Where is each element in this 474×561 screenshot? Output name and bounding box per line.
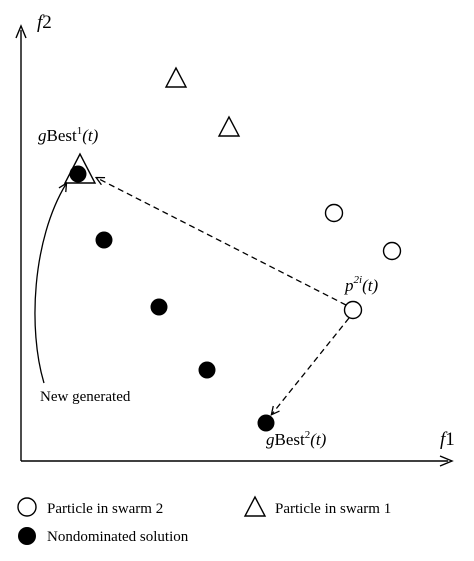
y-axis-arrowhead <box>15 24 27 39</box>
p2i-label: p2i(t) <box>344 274 378 295</box>
nondominated-solution <box>150 298 168 316</box>
x-axis-arrowhead <box>439 455 454 467</box>
nondominated-solution <box>95 231 113 249</box>
new-generated-label: New generated <box>40 389 131 405</box>
new-generated-arrow <box>34 184 66 384</box>
dashed-arrow-to-gbest2 <box>272 317 350 414</box>
legend-swarm1-marker <box>243 495 267 517</box>
y-axis-label: f2 <box>37 12 52 33</box>
legend-swarm1-label: Particle in swarm 1 <box>275 501 391 517</box>
swarm2-particle <box>382 241 402 261</box>
nondominated-solution <box>198 361 216 379</box>
p2i-particle <box>343 300 363 320</box>
gbest2-label: gBest2(t) <box>266 429 327 449</box>
dashed-arrow-to-gbest1 <box>97 178 347 306</box>
gbest2-dot <box>257 414 275 432</box>
gbest1-dot <box>69 165 87 183</box>
swarm1-particle <box>217 115 241 137</box>
legend-nondominated-marker <box>18 527 36 545</box>
gbest1-label: gBest1(t) <box>38 125 99 145</box>
swarm2-particle <box>324 203 344 223</box>
legend: Particle in swarm 2 Particle in swarm 1 … <box>17 495 391 545</box>
swarm1-particle <box>164 66 188 88</box>
x-axis-label: f1 <box>440 429 455 450</box>
legend-swarm2-marker <box>17 497 37 517</box>
legend-nondominated-label: Nondominated solution <box>47 529 189 545</box>
legend-swarm2-label: Particle in swarm 2 <box>47 501 163 517</box>
